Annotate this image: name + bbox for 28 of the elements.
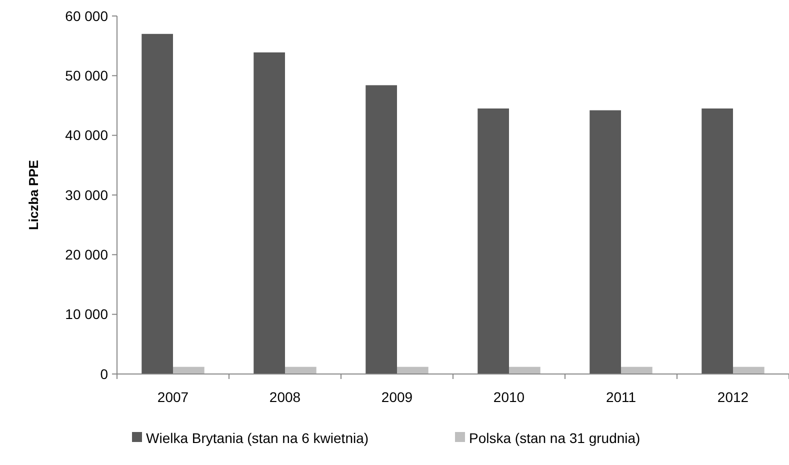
y-tick-label: 40 000 [65,127,108,144]
bar [733,366,764,374]
bar [142,34,173,374]
bar [702,108,733,374]
bar [366,85,397,374]
bar [478,108,509,374]
x-tick-label: 2011 [606,389,636,405]
y-tick-label: 30 000 [65,186,108,203]
y-tick-label: 10 000 [65,306,108,322]
bar [285,366,316,374]
y-axis-title: Liczba PPE [26,160,41,230]
legend-label: Polska (stan na 31 grudnia) [469,430,640,446]
y-tick-label: 50 000 [65,68,108,84]
y-tick-label: 60 000 [65,8,108,24]
bar [621,366,652,374]
legend-label: Wielka Brytania (stan na 6 kwietnia) [146,430,369,446]
x-tick-label: 2007 [157,389,189,405]
x-tick-label: 2010 [493,389,525,405]
bar [397,366,428,374]
y-tick-label: 20 000 [65,246,108,263]
bar [590,110,621,374]
x-tick-label: 2012 [717,389,749,405]
bar [173,366,204,374]
bar [254,52,285,374]
y-tick-label: 0 [100,366,108,382]
x-tick-label: 2009 [381,389,413,405]
x-tick-label: 2008 [269,389,301,405]
bar [509,366,540,374]
